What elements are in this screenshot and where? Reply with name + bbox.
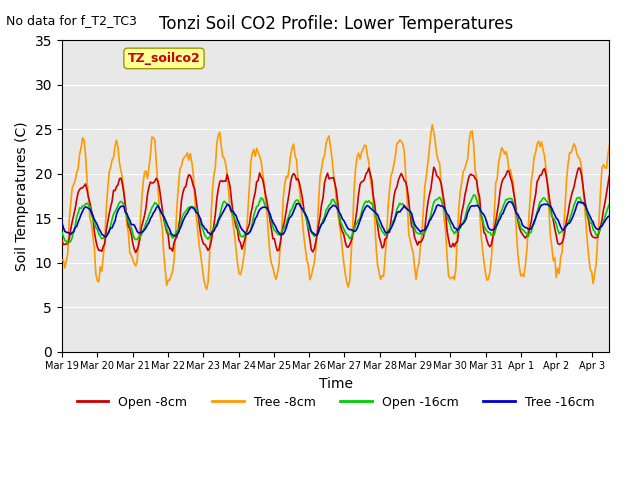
Title: Tonzi Soil CO2 Profile: Lower Temperatures: Tonzi Soil CO2 Profile: Lower Temperatur… [159, 15, 513, 33]
Legend: Open -8cm, Tree -8cm, Open -16cm, Tree -16cm: Open -8cm, Tree -8cm, Open -16cm, Tree -… [72, 391, 599, 414]
Y-axis label: Soil Temperatures (C): Soil Temperatures (C) [15, 121, 29, 271]
X-axis label: Time: Time [319, 377, 353, 391]
Text: No data for f_T2_TC3: No data for f_T2_TC3 [6, 14, 137, 27]
Text: TZ_soilco2: TZ_soilco2 [127, 52, 200, 65]
